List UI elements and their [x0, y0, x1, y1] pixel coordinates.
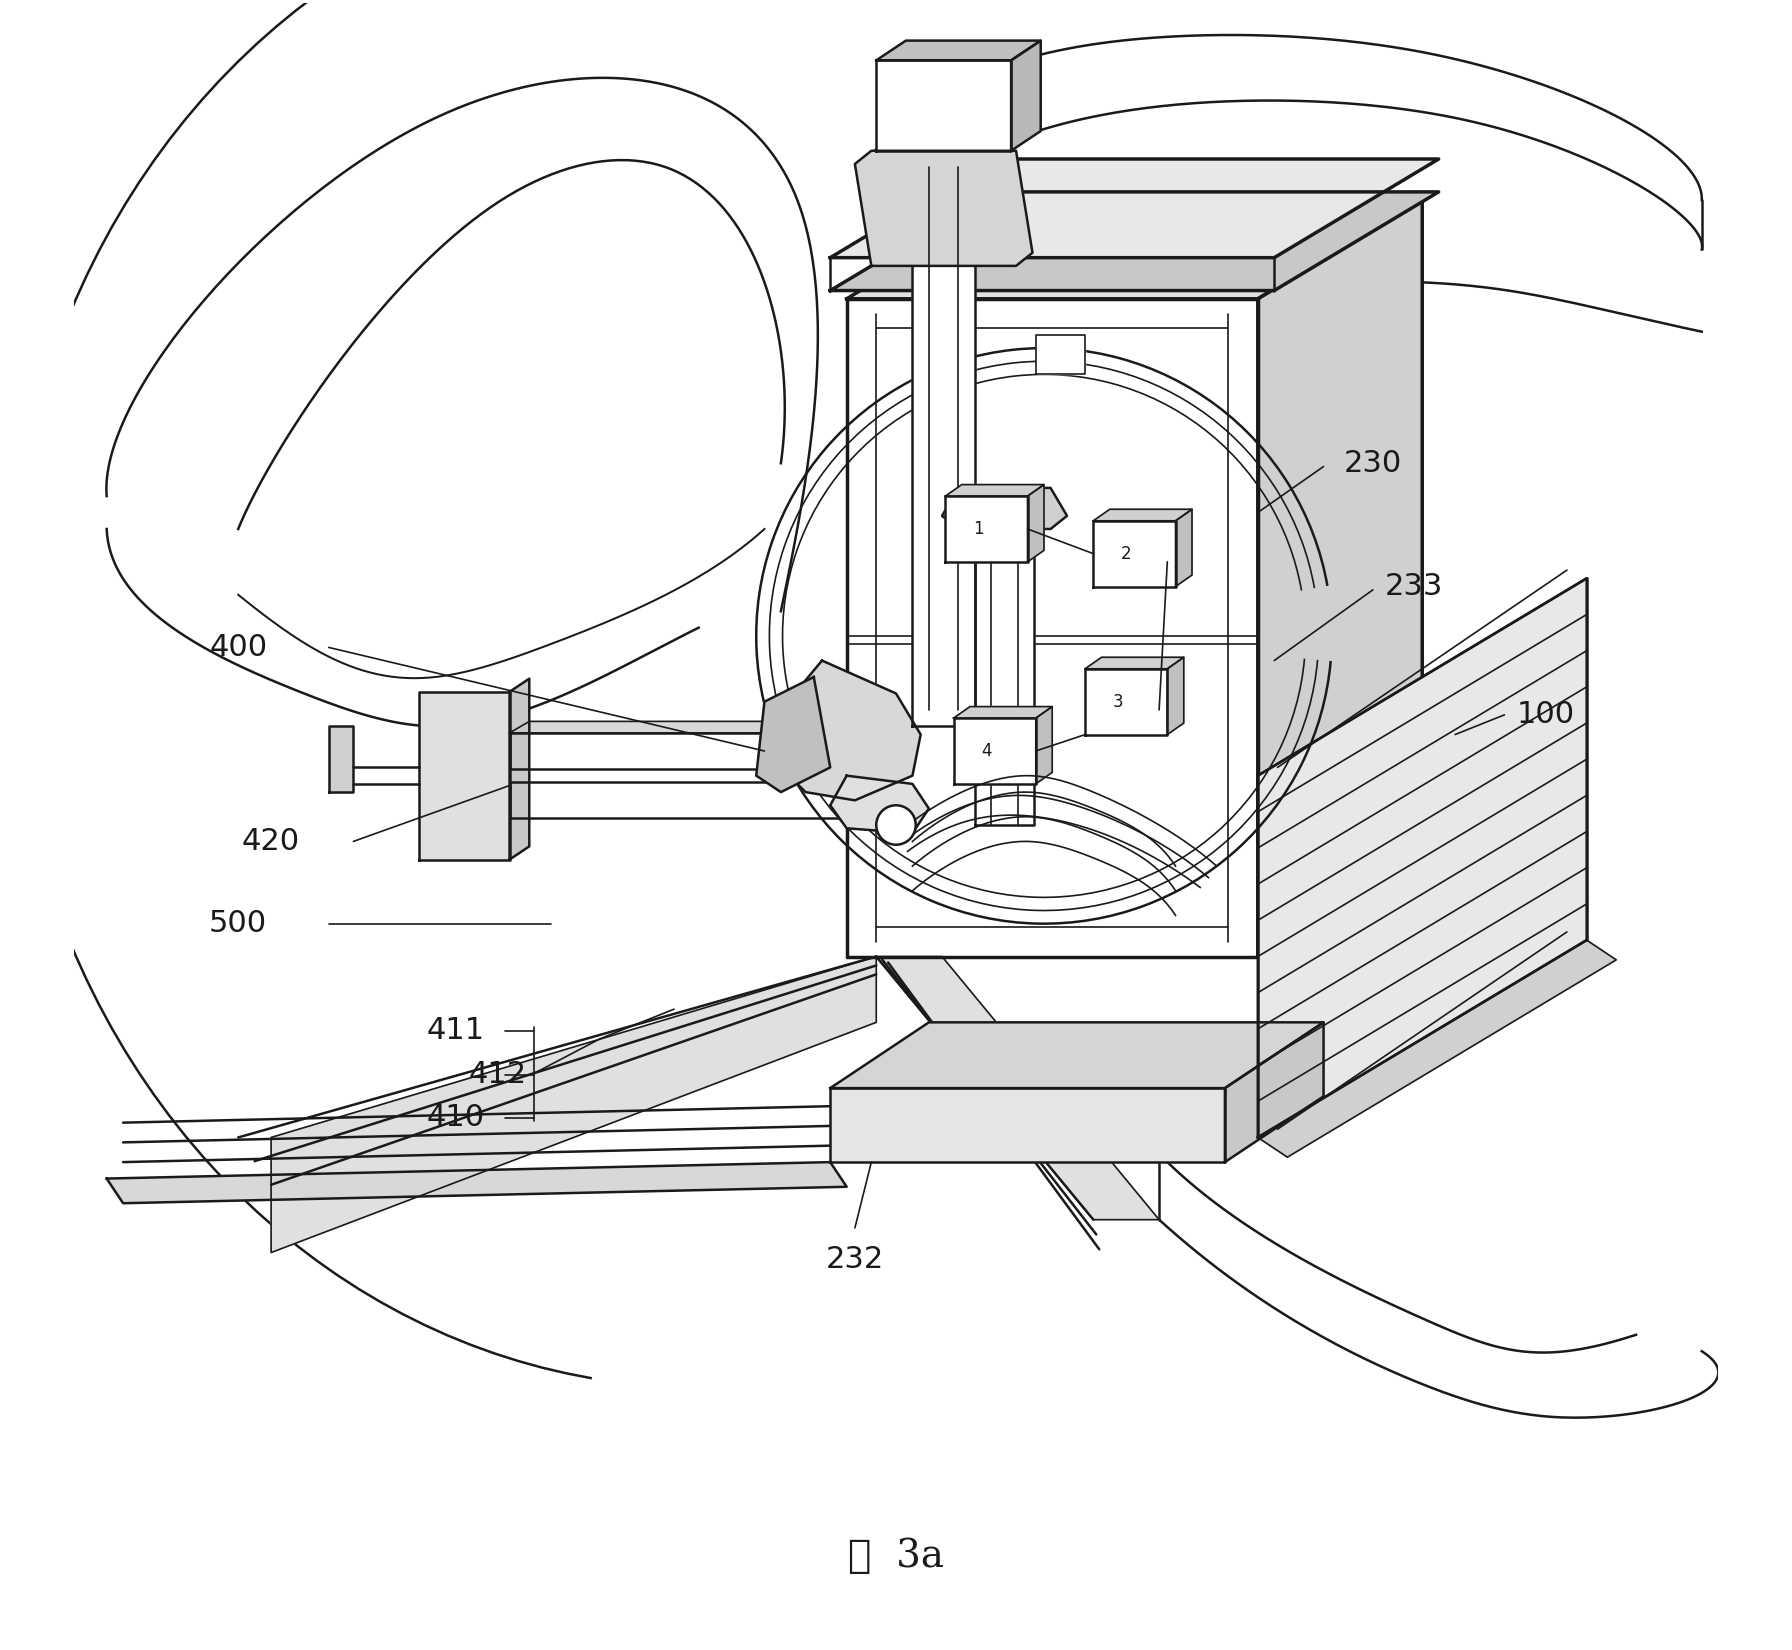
Polygon shape	[1036, 706, 1052, 784]
Polygon shape	[975, 530, 1034, 825]
Polygon shape	[846, 200, 1423, 299]
Polygon shape	[876, 957, 1159, 1219]
Polygon shape	[772, 660, 921, 800]
Polygon shape	[846, 299, 1258, 957]
Text: 233: 233	[1385, 573, 1443, 601]
Polygon shape	[876, 61, 1011, 150]
Polygon shape	[509, 782, 855, 818]
Polygon shape	[1086, 668, 1167, 734]
Text: 400: 400	[210, 634, 267, 662]
Text: 2: 2	[1122, 544, 1131, 563]
Polygon shape	[1086, 657, 1185, 668]
Polygon shape	[1226, 1023, 1324, 1162]
Polygon shape	[1258, 579, 1586, 1137]
Polygon shape	[1036, 335, 1086, 375]
Text: 1: 1	[973, 520, 984, 538]
Polygon shape	[1027, 485, 1045, 563]
Text: 图  3a: 图 3a	[848, 1538, 944, 1576]
Polygon shape	[830, 1023, 1324, 1087]
Polygon shape	[1258, 940, 1616, 1157]
Polygon shape	[419, 691, 509, 860]
Polygon shape	[1093, 510, 1192, 521]
Polygon shape	[946, 485, 1045, 497]
Polygon shape	[509, 678, 529, 860]
Polygon shape	[953, 718, 1036, 784]
Text: 232: 232	[826, 1244, 883, 1274]
Polygon shape	[1167, 657, 1185, 734]
Polygon shape	[509, 733, 855, 769]
Polygon shape	[271, 957, 876, 1252]
Polygon shape	[830, 1087, 1226, 1162]
Polygon shape	[830, 191, 1439, 290]
Polygon shape	[756, 676, 830, 792]
Text: 500: 500	[210, 909, 267, 939]
Polygon shape	[946, 497, 1027, 563]
Polygon shape	[953, 706, 1052, 718]
Text: 230: 230	[1344, 449, 1401, 478]
Polygon shape	[855, 150, 1032, 266]
Polygon shape	[509, 721, 874, 733]
Text: 410: 410	[426, 1104, 484, 1132]
Polygon shape	[943, 488, 1066, 530]
Polygon shape	[1011, 41, 1041, 150]
Polygon shape	[108, 1162, 846, 1203]
Polygon shape	[912, 150, 975, 726]
Polygon shape	[328, 726, 353, 792]
Text: 100: 100	[1516, 700, 1575, 729]
Text: 411: 411	[426, 1016, 484, 1044]
Polygon shape	[1258, 200, 1423, 957]
Text: 412: 412	[470, 1061, 527, 1089]
Text: 420: 420	[242, 827, 301, 856]
Polygon shape	[1176, 510, 1192, 586]
Text: 3: 3	[1113, 693, 1124, 711]
Circle shape	[876, 805, 916, 845]
Polygon shape	[876, 41, 1041, 61]
Polygon shape	[830, 158, 1439, 257]
Text: 4: 4	[982, 742, 991, 761]
Polygon shape	[1093, 521, 1176, 586]
Polygon shape	[830, 776, 928, 833]
